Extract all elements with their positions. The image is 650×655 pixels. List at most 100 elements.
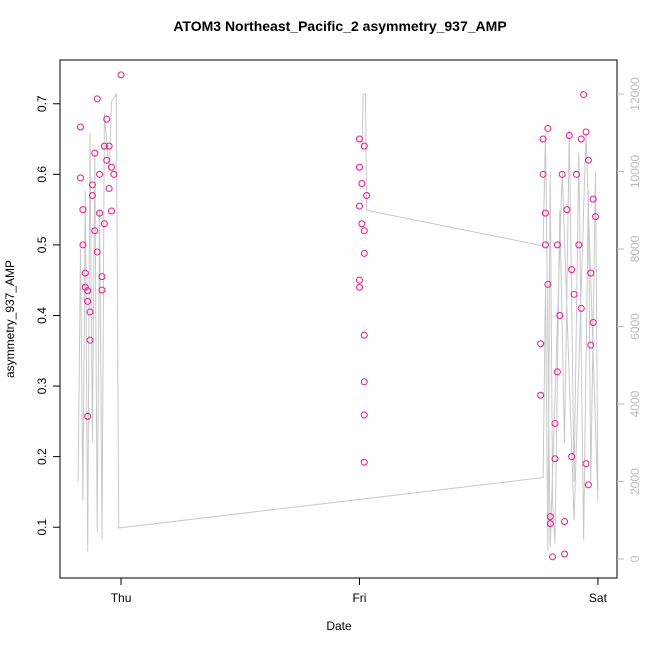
point: [358, 180, 366, 188]
point: [360, 142, 368, 150]
point: [546, 520, 554, 528]
point: [565, 132, 573, 140]
point: [580, 91, 588, 99]
point: [355, 283, 363, 291]
point: [360, 458, 368, 466]
y2-tick-label: 8000: [628, 235, 642, 262]
point: [96, 209, 104, 217]
y-tick-label: 0.1: [35, 519, 49, 536]
point: [541, 209, 549, 217]
point: [582, 128, 590, 136]
point: [100, 142, 108, 150]
point: [575, 241, 583, 249]
point: [81, 269, 89, 277]
point: [587, 341, 595, 349]
point: [551, 455, 559, 463]
point: [541, 241, 549, 249]
point: [103, 115, 111, 123]
point: [105, 142, 113, 150]
point: [355, 276, 363, 284]
point: [108, 163, 116, 171]
y-tick-label: 0.6: [35, 166, 49, 183]
point: [360, 331, 368, 339]
point: [577, 135, 585, 143]
point: [79, 206, 87, 214]
y2-tick-label: 4000: [628, 390, 642, 417]
point: [561, 518, 569, 526]
point: [553, 368, 561, 376]
point: [556, 311, 564, 319]
point: [355, 202, 363, 210]
point: [558, 170, 566, 178]
y-tick-label: 0.3: [35, 377, 49, 394]
point: [355, 135, 363, 143]
y-tick-label: 0.5: [35, 236, 49, 253]
point: [91, 149, 99, 157]
point: [549, 553, 557, 561]
point: [100, 220, 108, 228]
x-tick-label: Fri: [352, 591, 366, 605]
point: [589, 319, 597, 327]
point: [584, 156, 592, 164]
y2-tick-label: 12000: [628, 77, 642, 111]
point: [110, 170, 118, 178]
point: [98, 273, 106, 281]
point: [358, 220, 366, 228]
point: [544, 124, 552, 132]
point: [537, 391, 545, 399]
point: [561, 550, 569, 558]
point: [568, 266, 576, 274]
point: [551, 419, 559, 427]
point: [86, 308, 94, 316]
plot-box: [59, 59, 618, 579]
y-axis-title: asymmetry_937_AMP: [3, 260, 17, 378]
point: [108, 207, 116, 215]
x-tick-label: Sat: [589, 591, 608, 605]
point: [77, 174, 85, 182]
point: [537, 340, 545, 348]
point: [563, 206, 571, 214]
chart-title: ATOM3 Northeast_Pacific_2 asymmetry_937_…: [173, 18, 506, 34]
point: [93, 248, 101, 256]
point: [93, 95, 101, 103]
point: [360, 227, 368, 235]
point: [539, 170, 547, 178]
y-tick-label: 0.2: [35, 448, 49, 465]
point: [84, 412, 92, 420]
point: [360, 411, 368, 419]
point: [570, 290, 578, 298]
line: [77, 92, 599, 552]
point: [546, 513, 554, 521]
point: [91, 227, 99, 235]
point: [363, 191, 371, 199]
y2-tick-label: 2000: [628, 468, 642, 495]
y-tick-label: 0.4: [35, 307, 49, 324]
point: [84, 297, 92, 305]
x-axis-title: Date: [326, 619, 352, 633]
point: [86, 336, 94, 344]
point: [360, 249, 368, 257]
point: [360, 378, 368, 386]
point: [539, 135, 547, 143]
y-tick-label: 0.7: [35, 95, 49, 112]
point: [98, 286, 106, 294]
point: [103, 156, 111, 164]
point: [553, 241, 561, 249]
point: [117, 71, 125, 79]
point: [544, 280, 552, 288]
point: [81, 283, 89, 291]
point: [79, 241, 87, 249]
point: [587, 269, 595, 277]
point: [105, 184, 113, 192]
point: [355, 163, 363, 171]
point: [577, 304, 585, 312]
point: [84, 287, 92, 295]
point: [584, 481, 592, 489]
point: [589, 195, 597, 203]
point: [572, 170, 580, 178]
point: [96, 170, 104, 178]
x-tick-label: Thu: [111, 591, 132, 605]
